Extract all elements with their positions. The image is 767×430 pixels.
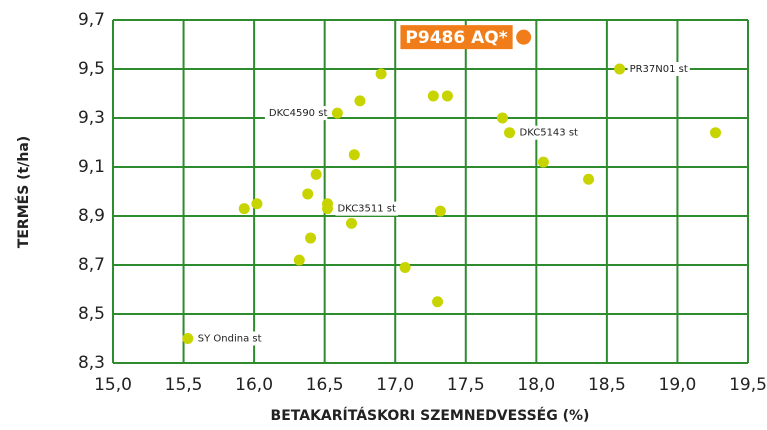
point <box>182 333 194 344</box>
label-bg <box>264 106 328 121</box>
point <box>293 254 305 266</box>
point <box>399 261 411 273</box>
x-tick-label: 15,5 <box>165 375 203 395</box>
point <box>441 90 453 102</box>
point <box>583 173 595 185</box>
point-label: SY Ondina st <box>198 334 262 345</box>
point <box>238 203 250 215</box>
label-box <box>400 25 513 50</box>
point <box>375 68 387 80</box>
x-tick-label: 18,5 <box>588 375 626 395</box>
point-label: DKC4590 st <box>269 108 328 119</box>
point <box>345 217 357 229</box>
point <box>251 198 263 210</box>
point-label: DKC5143 st <box>520 128 579 139</box>
x-tick-label: 15,0 <box>94 375 132 395</box>
label-bg <box>195 331 264 346</box>
y-tick-label: 8,9 <box>78 206 105 226</box>
x-tick-label: 17,5 <box>447 375 485 395</box>
point-label: P9486 AQ* <box>405 28 507 48</box>
point <box>504 127 516 139</box>
label-bg <box>627 62 690 76</box>
point <box>614 63 626 75</box>
x-tick-label: 18,0 <box>517 375 555 395</box>
y-tick-label: 9,1 <box>78 157 105 177</box>
x-tick-label: 16,0 <box>235 375 273 395</box>
point <box>496 112 508 124</box>
point <box>432 296 444 308</box>
y-tick-label: 8,3 <box>78 353 105 373</box>
point <box>305 232 317 244</box>
point <box>434 205 446 217</box>
y-tick-label: 8,5 <box>78 304 105 324</box>
x-tick-label: 16,5 <box>306 375 344 395</box>
point <box>427 90 439 102</box>
point <box>710 127 722 139</box>
point <box>516 29 532 45</box>
x-tick-label: 17,0 <box>376 375 414 395</box>
y-axis-title: TERMÉS (t/ha) <box>15 136 32 248</box>
point <box>321 203 333 215</box>
point-label: DKC3511 st <box>337 204 396 215</box>
point <box>302 188 314 200</box>
point <box>348 149 360 161</box>
x-tick-label: 19,0 <box>659 375 697 395</box>
point <box>310 168 322 180</box>
point-label: PR37N01 st <box>630 64 688 75</box>
y-tick-label: 9,3 <box>78 108 105 128</box>
point <box>354 95 366 107</box>
label-bg <box>517 125 580 140</box>
label-bg <box>335 201 398 216</box>
y-tick-label: 8,7 <box>78 255 105 275</box>
y-tick-label: 9,7 <box>78 10 105 30</box>
point <box>537 156 549 168</box>
x-axis-title: BETAKARÍTÁSKORI SZEMNEDVESSÉG (%) <box>271 407 590 424</box>
y-tick-label: 9,5 <box>78 59 105 79</box>
x-tick-label: 19,5 <box>729 375 767 395</box>
point <box>331 107 343 119</box>
